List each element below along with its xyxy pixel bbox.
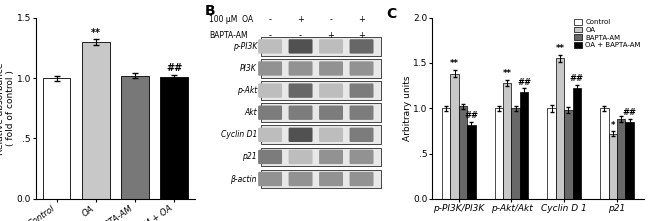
FancyBboxPatch shape [289, 105, 313, 120]
FancyBboxPatch shape [350, 150, 374, 164]
Text: Akt: Akt [244, 108, 257, 117]
Text: -: - [268, 15, 272, 24]
FancyBboxPatch shape [261, 125, 381, 144]
FancyBboxPatch shape [261, 170, 381, 188]
Bar [600, 108, 608, 199]
Text: +: + [328, 31, 335, 40]
Bar [617, 119, 625, 199]
FancyBboxPatch shape [289, 150, 313, 164]
Text: **: ** [556, 44, 565, 53]
Bar [564, 110, 573, 199]
FancyBboxPatch shape [261, 103, 381, 122]
Bar [608, 134, 617, 199]
Bar [43, 78, 70, 199]
FancyBboxPatch shape [319, 39, 343, 53]
Bar [459, 107, 467, 199]
FancyBboxPatch shape [261, 37, 381, 56]
Text: ##: ## [570, 74, 584, 83]
Bar [467, 125, 476, 199]
Text: +: + [358, 15, 365, 24]
FancyBboxPatch shape [289, 39, 313, 53]
FancyBboxPatch shape [258, 172, 282, 186]
FancyBboxPatch shape [258, 128, 282, 142]
FancyBboxPatch shape [261, 81, 381, 100]
FancyBboxPatch shape [258, 39, 282, 53]
Y-axis label: Relative absorbance
( fold of control ): Relative absorbance ( fold of control ) [0, 62, 15, 154]
FancyBboxPatch shape [319, 105, 343, 120]
Text: ##: ## [517, 78, 531, 87]
Text: p21: p21 [242, 152, 257, 161]
Bar [450, 74, 459, 199]
FancyBboxPatch shape [289, 172, 313, 186]
FancyBboxPatch shape [261, 148, 381, 166]
FancyBboxPatch shape [350, 105, 374, 120]
Text: **: ** [91, 28, 101, 38]
FancyBboxPatch shape [289, 128, 313, 142]
Text: C: C [385, 7, 396, 21]
Text: PI3K: PI3K [240, 64, 257, 73]
Text: B: B [205, 4, 215, 18]
Bar [161, 77, 188, 199]
Bar [573, 88, 581, 199]
FancyBboxPatch shape [258, 150, 282, 164]
FancyBboxPatch shape [258, 105, 282, 120]
FancyBboxPatch shape [319, 128, 343, 142]
FancyBboxPatch shape [289, 61, 313, 76]
Text: -: - [268, 31, 272, 40]
Text: -: - [299, 31, 302, 40]
FancyBboxPatch shape [350, 39, 374, 53]
Text: 100 μM  OA: 100 μM OA [209, 15, 254, 24]
Bar [520, 92, 528, 199]
Bar [82, 42, 109, 199]
Text: ##: ## [464, 111, 478, 120]
Text: p-PI3K: p-PI3K [233, 42, 257, 51]
Bar [442, 108, 450, 199]
Text: ##: ## [623, 108, 637, 117]
Bar [625, 122, 634, 199]
Bar [512, 108, 520, 199]
Legend: Control, OA, BAPTA-AM, OA + BAPTA-AM: Control, OA, BAPTA-AM, OA + BAPTA-AM [573, 17, 642, 50]
Bar [122, 76, 149, 199]
Text: BAPTA-AM: BAPTA-AM [209, 31, 248, 40]
Text: β-actin: β-actin [231, 175, 257, 183]
FancyBboxPatch shape [319, 172, 343, 186]
FancyBboxPatch shape [319, 150, 343, 164]
Bar [495, 108, 503, 199]
Text: ##: ## [166, 63, 182, 73]
FancyBboxPatch shape [350, 83, 374, 98]
FancyBboxPatch shape [350, 172, 374, 186]
Text: *: * [610, 121, 615, 130]
Text: **: ** [450, 59, 459, 69]
FancyBboxPatch shape [319, 83, 343, 98]
FancyBboxPatch shape [261, 59, 381, 78]
Text: +: + [297, 15, 304, 24]
FancyBboxPatch shape [350, 128, 374, 142]
FancyBboxPatch shape [289, 83, 313, 98]
Text: **: ** [502, 69, 512, 78]
Bar [547, 108, 556, 199]
Y-axis label: Arbitrary units: Arbitrary units [402, 76, 411, 141]
Text: Cyclin D1: Cyclin D1 [220, 130, 257, 139]
Bar [503, 83, 512, 199]
FancyBboxPatch shape [319, 61, 343, 76]
Text: -: - [330, 15, 333, 24]
Text: p-Akt: p-Akt [237, 86, 257, 95]
Text: +: + [358, 31, 365, 40]
FancyBboxPatch shape [350, 61, 374, 76]
FancyBboxPatch shape [258, 83, 282, 98]
FancyBboxPatch shape [258, 61, 282, 76]
Bar [556, 58, 564, 199]
